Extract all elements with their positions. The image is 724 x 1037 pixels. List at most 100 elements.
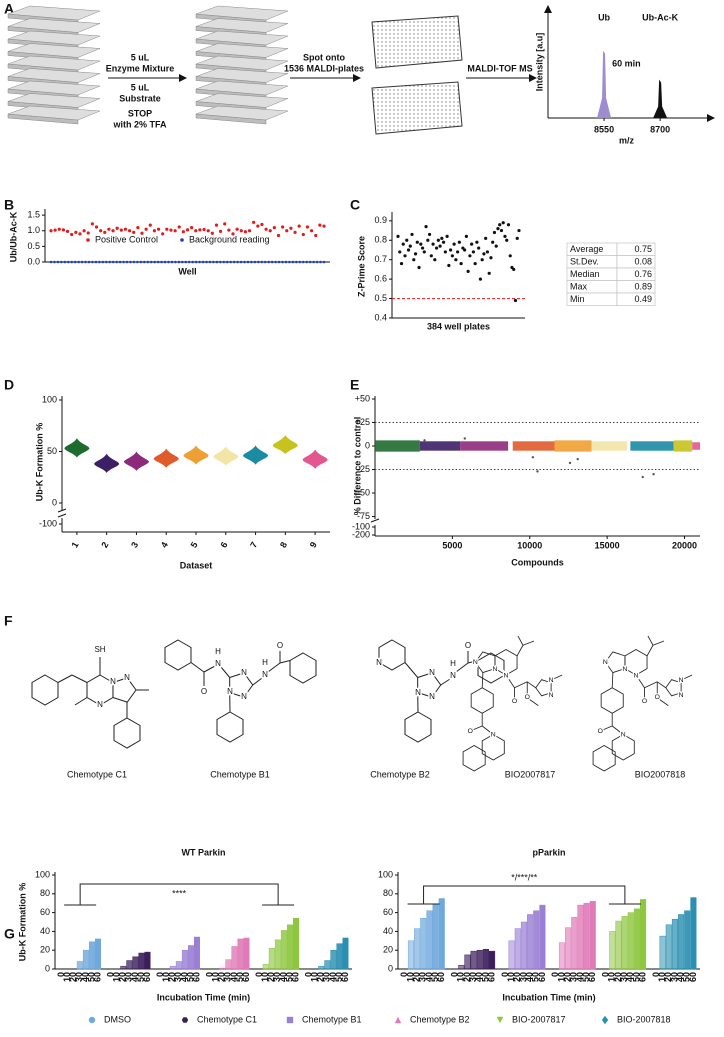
x-tick-label: 40	[524, 972, 534, 982]
bar	[489, 950, 496, 970]
outlier	[536, 470, 539, 473]
x-tick-label: 60	[142, 972, 152, 982]
point	[498, 223, 502, 227]
violin	[153, 448, 179, 468]
x-tick-label: 50	[631, 972, 641, 982]
x-tick-label: 40	[474, 972, 484, 982]
atom-label: N	[215, 659, 221, 668]
outlier	[576, 457, 579, 461]
bar	[684, 910, 691, 970]
point	[256, 224, 260, 228]
x-tick-label: 20	[563, 972, 573, 982]
point	[506, 223, 511, 227]
point	[431, 242, 435, 246]
point	[477, 246, 481, 250]
atom-label: O	[598, 728, 603, 735]
point	[443, 250, 447, 254]
x-tick-label: 50	[235, 972, 245, 982]
bar	[274, 939, 281, 970]
point	[436, 238, 440, 242]
plate-top	[195, 5, 289, 21]
step-text: 5 uL	[131, 52, 150, 62]
point	[484, 236, 488, 240]
point	[420, 246, 425, 250]
outlier	[641, 475, 644, 479]
atom-label: O	[512, 698, 517, 705]
point	[285, 229, 289, 233]
bond	[517, 635, 524, 646]
atom-label: O	[465, 641, 471, 650]
table-cell	[616, 292, 656, 306]
atom-label: H	[215, 647, 221, 656]
y-tick-label: -25	[357, 464, 370, 474]
point	[267, 260, 271, 264]
point	[398, 250, 402, 254]
bar	[76, 961, 83, 970]
point	[232, 260, 236, 264]
point	[471, 250, 476, 254]
ring	[611, 734, 635, 761]
bond	[471, 725, 483, 731]
x-tick-label: 30	[223, 972, 233, 982]
point	[65, 229, 70, 233]
point	[101, 260, 105, 264]
point	[499, 228, 504, 233]
violin	[183, 445, 209, 465]
x-tick-label: 20	[217, 972, 227, 982]
step-text: Substrate	[119, 93, 161, 103]
legend-marker	[180, 238, 184, 242]
maldi-plate	[371, 81, 463, 135]
point	[214, 223, 219, 227]
point	[513, 298, 518, 303]
point	[293, 230, 297, 234]
point	[260, 222, 264, 227]
ring	[470, 687, 494, 714]
ring	[404, 711, 432, 743]
ring	[624, 649, 648, 676]
x-tick-label: 0	[254, 972, 264, 977]
point	[107, 227, 111, 231]
x-tick-label: 5000	[442, 540, 462, 550]
point	[227, 228, 231, 232]
x-tick-label: 50	[284, 972, 294, 982]
bar	[120, 965, 127, 970]
y-tick-label: 80	[40, 888, 50, 898]
x-axis-label: Compounds	[511, 557, 564, 567]
bar	[187, 945, 194, 970]
x-tick-label: 50	[682, 972, 692, 982]
point	[268, 229, 272, 233]
x-tick-label: 20	[663, 972, 673, 982]
point	[491, 240, 495, 244]
bond	[657, 681, 666, 689]
point	[143, 260, 146, 264]
point	[429, 254, 433, 258]
bond	[71, 674, 88, 683]
point	[312, 260, 315, 264]
point	[517, 228, 521, 233]
x-tick-label: 30	[272, 972, 282, 982]
ring	[164, 639, 192, 671]
point	[492, 230, 497, 235]
point	[205, 260, 208, 264]
y-tick-label: 1.0	[27, 225, 40, 235]
point	[235, 227, 239, 231]
x-tick-label: 40	[179, 972, 189, 982]
violin	[272, 435, 298, 455]
x-axis-label: m/z	[619, 135, 635, 145]
point	[153, 260, 156, 264]
point	[140, 231, 144, 235]
legend-marker	[86, 238, 90, 242]
point	[408, 244, 412, 248]
point	[482, 252, 486, 256]
x-tick-label: 20	[462, 972, 472, 982]
x-tick-label: 2	[99, 540, 110, 549]
y-tick-label: 0	[388, 963, 393, 973]
y-tick-label: 0.7	[374, 254, 387, 264]
point	[136, 260, 139, 264]
point	[403, 254, 407, 258]
y-tick-label: 0	[52, 497, 57, 507]
point	[129, 260, 132, 264]
compound-band	[591, 441, 628, 451]
point	[489, 256, 493, 260]
plate-top	[7, 105, 101, 121]
